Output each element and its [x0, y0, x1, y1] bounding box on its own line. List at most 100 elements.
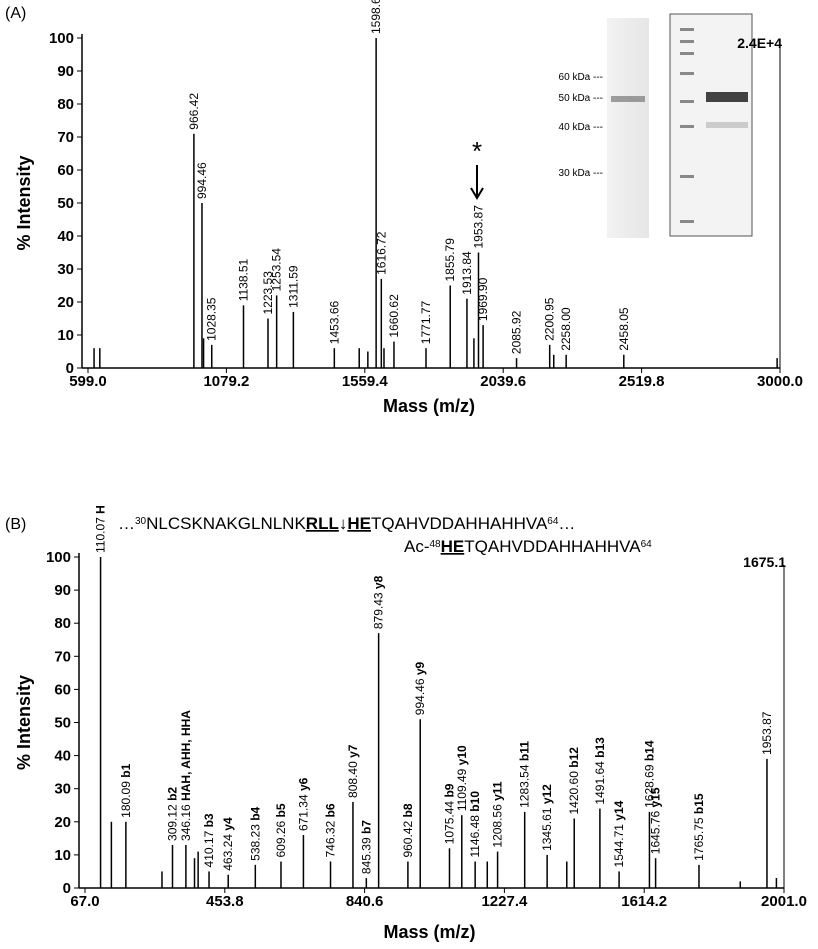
x-tick-label: 1559.4	[342, 373, 389, 390]
y-tick-label: 40	[54, 748, 71, 765]
peak-mz: 746.32	[324, 820, 338, 857]
y-tick-label: 90	[57, 63, 74, 80]
peak-mz: 1283.54	[518, 764, 532, 808]
peak-mz: 966.42	[187, 93, 201, 130]
y-tick-label: 100	[49, 30, 74, 47]
peak-mz: 1616.72	[374, 231, 388, 275]
sequence-part: HE	[441, 537, 465, 556]
gel-marker: 60 kDa ---	[559, 72, 603, 83]
ion-label: y8	[372, 575, 386, 589]
peak-label: 1345.61 y12	[540, 784, 554, 851]
sequence-part: …	[558, 514, 575, 533]
ion-label: y12	[540, 784, 554, 804]
sequence-part: HE	[347, 514, 371, 533]
ion-label: b11	[518, 741, 532, 761]
peak-mz: 1253.54	[270, 248, 284, 292]
peak-label: 1660.62	[387, 294, 401, 338]
peak-label: 180.09 b1	[119, 763, 133, 817]
y-tick-label: 10	[54, 847, 71, 864]
peak-label: 1311.59	[286, 265, 300, 308]
peak-label: 1453.66	[327, 300, 341, 344]
gel-lane	[607, 18, 649, 238]
page: (A)0102030405060708090100599.01079.21559…	[0, 0, 818, 949]
x-tick-label: 1614.2	[621, 893, 667, 910]
panel-label: (B)	[5, 516, 26, 533]
peak-label: 1109.49 y10	[455, 745, 469, 811]
peak-mz: 960.42	[401, 820, 415, 857]
sequence-part: …	[118, 514, 135, 533]
y-tick-label: 50	[57, 195, 74, 212]
peak-mz: 463.24	[221, 834, 235, 871]
peak-label: 609.26 b5	[274, 803, 288, 857]
peak-mz: 1109.49	[455, 768, 469, 811]
ion-label: b3	[202, 813, 216, 827]
y-tick-label: 80	[54, 615, 71, 632]
ion-label: y11	[491, 781, 505, 801]
sequence-part: TQAHVDDAHHAHHVA	[464, 537, 641, 556]
x-tick-label: 599.0	[69, 373, 107, 390]
gel-marker: 30 kDa ---	[559, 168, 603, 179]
sequence-part: RLL	[306, 514, 339, 533]
peak-mz: 845.39	[359, 837, 373, 874]
y-tick-label: 20	[57, 294, 74, 311]
peak-mz: 2085.92	[510, 310, 524, 354]
ion-label: b10	[468, 791, 482, 812]
peak-mz: 994.46	[413, 678, 427, 715]
y-tick-label: 10	[57, 327, 74, 344]
y-axis-label: % Intensity	[14, 155, 34, 250]
peak-label: 2200.95	[543, 297, 557, 341]
peak-label: 1491.64 b13	[593, 737, 607, 805]
x-tick-label: 2001.0	[761, 893, 807, 910]
peak-mz: 1660.62	[387, 294, 401, 338]
peak-mz: 110.07	[94, 517, 108, 553]
peak-label: 845.39 b7	[359, 820, 373, 874]
x-tick-label: 67.0	[70, 893, 99, 910]
sequence: Ac-48HETQAHVDDAHHAHHVA64	[404, 537, 652, 556]
peak-mz: 180.09	[119, 781, 133, 818]
peak-label: 879.43 y8	[372, 575, 386, 629]
sequence-part: 30	[135, 516, 147, 527]
peak-mz: 1765.75	[692, 817, 706, 861]
x-tick-label: 840.6	[346, 893, 384, 910]
peak-label: 309.12 b2	[166, 787, 180, 841]
ion-label: y14	[612, 800, 626, 820]
peak-mz: 1491.64	[593, 761, 607, 805]
peak-mz: 538.23	[248, 824, 262, 861]
y-tick-label: 40	[57, 228, 74, 245]
x-axis-label: Mass (m/z)	[383, 396, 475, 416]
gel-band	[611, 96, 645, 102]
peak-label: 2458.05	[617, 307, 631, 351]
peak-label: 1645.76 y15	[649, 787, 663, 854]
ion-label: b12	[567, 747, 581, 768]
sequence-part: 48	[430, 539, 442, 550]
peak-mz: 1028.35	[205, 297, 219, 341]
ion-label: b2	[166, 787, 180, 801]
sequence-part: ↓	[339, 514, 348, 533]
sequence-part: 64	[641, 539, 653, 550]
peak-mz: 1598.69	[369, 0, 383, 34]
peak-label: 463.24 y4	[221, 817, 235, 871]
peak-mz: 1208.56	[491, 804, 505, 848]
sequence: …30NLCSKNAKGLNLNKRLL↓HETQAHVDDAHHAHHVA64…	[118, 514, 575, 533]
y-tick-label: 60	[54, 681, 71, 698]
y-tick-label: 30	[54, 781, 71, 798]
panel-label: (A)	[5, 5, 26, 22]
ion-label: b6	[324, 803, 338, 817]
peak-label: 1969.90	[476, 277, 490, 321]
x-tick-label: 1227.4	[481, 893, 528, 910]
x-tick-label: 1079.2	[203, 373, 249, 390]
peak-label: 1544.71 y14	[612, 800, 626, 867]
y-tick-label: 70	[57, 129, 74, 146]
sequence-part: 64	[547, 516, 559, 527]
ion-label: y9	[413, 661, 427, 675]
peak-mz: 346.16	[179, 804, 193, 841]
ion-label: b13	[593, 737, 607, 758]
sequence-part: TQAHVDDAHHAHHVA	[371, 514, 548, 533]
ion-label: H	[94, 505, 108, 514]
sequence-part: NLCSKNAKGLNLNK	[146, 514, 306, 533]
figure: (A)0102030405060708090100599.01079.21559…	[0, 0, 818, 949]
peak-mz: 1453.66	[327, 300, 341, 344]
peak-label: 1028.35	[205, 297, 219, 341]
x-tick-label: 3000.0	[757, 373, 803, 390]
peak-label: 960.42 b8	[401, 803, 415, 857]
